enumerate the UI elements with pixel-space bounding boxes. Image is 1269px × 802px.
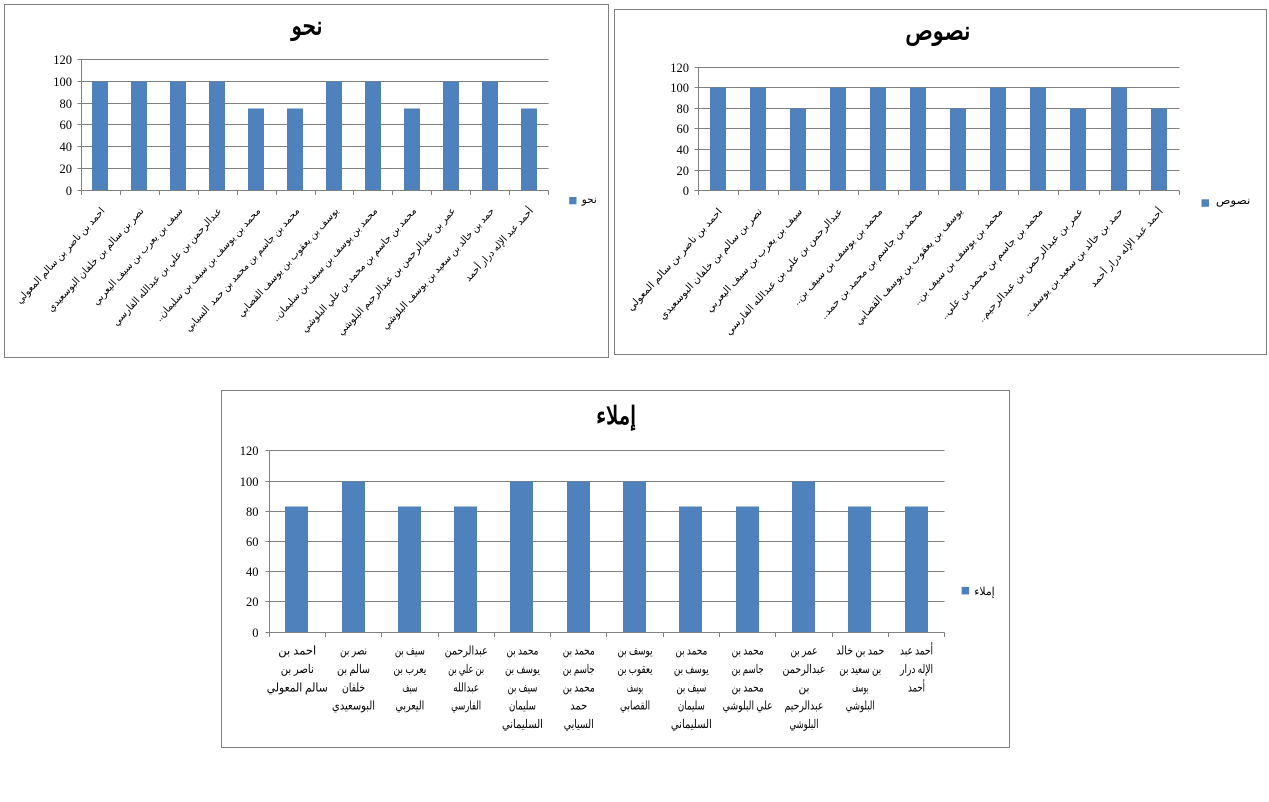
svg-text:الفارسي: الفارسي	[451, 699, 481, 713]
svg-text:40: 40	[246, 565, 259, 579]
svg-text:سيف: سيف	[402, 680, 417, 694]
svg-text:عمر بن: عمر بن	[790, 644, 817, 658]
svg-text:يوسف: يوسف	[852, 680, 868, 694]
svg-text:120: 120	[239, 444, 258, 458]
svg-text:جاسم بن: جاسم بن	[731, 662, 763, 676]
svg-text:السيابي: السيابي	[563, 717, 593, 731]
svg-text:عبدالله: عبدالله	[453, 680, 479, 694]
svg-text:البوسعيدي: البوسعيدي	[332, 699, 375, 713]
svg-text:0: 0	[683, 184, 689, 198]
svg-text:سالم بن: سالم بن	[337, 662, 370, 676]
svg-text:حمد: حمد	[570, 699, 587, 713]
svg-text:يعقوب بن: يعقوب بن	[617, 662, 652, 676]
svg-text:البلوشي: البلوشي	[789, 717, 818, 731]
svg-text:يعرب بن: يعرب بن	[393, 662, 426, 676]
svg-text:20: 20	[60, 162, 73, 176]
svg-text:عبدالرحمن: عبدالرحمن	[782, 662, 825, 676]
svg-text:إملاء: إملاء	[974, 586, 995, 598]
svg-text:أحمد: أحمد	[908, 679, 925, 694]
svg-text:بن سعيد بن: بن سعيد بن	[839, 662, 881, 676]
svg-text:نحو: نحو	[290, 14, 323, 42]
svg-text:عبدالرحمن: عبدالرحمن	[444, 644, 487, 658]
svg-text:120: 120	[670, 61, 689, 75]
svg-text:نصوص: نصوص	[905, 19, 970, 47]
svg-text:السليماني: السليماني	[670, 717, 711, 731]
svg-text:سليمان: سليمان	[677, 699, 704, 713]
svg-text:احمد بن: احمد بن	[278, 644, 316, 658]
svg-text:60: 60	[677, 122, 690, 136]
svg-text:القصابي: القصابي	[620, 699, 650, 713]
svg-text:خلفان: خلفان	[342, 680, 365, 694]
svg-text:يوسف بن: يوسف بن	[617, 644, 652, 658]
svg-text:سيف بن: سيف بن	[507, 680, 537, 694]
svg-text:0: 0	[66, 184, 72, 198]
svg-text:محمد بن: محمد بن	[562, 680, 594, 694]
svg-text:100: 100	[239, 475, 258, 489]
svg-text:جاسم بن: جاسم بن	[562, 662, 594, 676]
svg-text:عبدالرحيم: عبدالرحيم	[784, 699, 823, 713]
svg-text:80: 80	[677, 102, 690, 116]
svg-text:بن: بن	[798, 680, 809, 694]
svg-text:البلوشي: البلوشي	[845, 699, 874, 713]
svg-text:أحمد عبد: أحمد عبد	[900, 643, 933, 658]
svg-text:60: 60	[60, 118, 73, 132]
svg-text:80: 80	[60, 97, 73, 111]
svg-text:20: 20	[246, 595, 259, 609]
svg-text:40: 40	[60, 140, 73, 154]
svg-text:نحو: نحو	[581, 194, 597, 206]
svg-text:20: 20	[677, 164, 690, 178]
svg-text:يوسف بن: يوسف بن	[673, 662, 708, 676]
svg-text:سيف بن: سيف بن	[676, 680, 706, 694]
svg-text:نصر بن: نصر بن	[340, 644, 367, 658]
svg-text:60: 60	[246, 535, 259, 549]
svg-text:السليماني: السليماني	[501, 717, 542, 731]
svg-text:اليعربي: اليعربي	[395, 699, 424, 713]
svg-text:محمد بن: محمد بن	[506, 644, 538, 658]
svg-text:40: 40	[677, 143, 690, 157]
svg-text:يوسف: يوسف	[627, 680, 643, 694]
svg-text:100: 100	[53, 75, 72, 89]
svg-text:الإله درار: الإله درار	[899, 662, 933, 677]
svg-text:محمد بن: محمد بن	[731, 644, 763, 658]
svg-text:ناصر بن: ناصر بن	[280, 662, 313, 676]
svg-text:بن علي بن: بن علي بن	[448, 662, 484, 676]
svg-text:محمد بن: محمد بن	[731, 680, 763, 694]
svg-text:حمد بن خالد: حمد بن خالد	[836, 644, 884, 658]
svg-text:سيف بن: سيف بن	[394, 644, 424, 658]
svg-text:120: 120	[53, 53, 72, 67]
svg-text:محمد بن: محمد بن	[675, 644, 707, 658]
svg-text:إملاء: إملاء	[596, 403, 636, 431]
svg-text:علي البلوشي: علي البلوشي	[722, 699, 772, 713]
svg-text:سليمان: سليمان	[508, 699, 535, 713]
svg-text:سالم المعولي: سالم المعولي	[266, 680, 327, 694]
svg-text:نصوص: نصوص	[1216, 195, 1251, 207]
svg-text:محمد بن: محمد بن	[562, 644, 594, 658]
svg-text:يوسف بن: يوسف بن	[504, 662, 539, 676]
svg-text:0: 0	[252, 626, 258, 640]
svg-text:80: 80	[246, 505, 259, 519]
svg-text:100: 100	[670, 81, 689, 95]
